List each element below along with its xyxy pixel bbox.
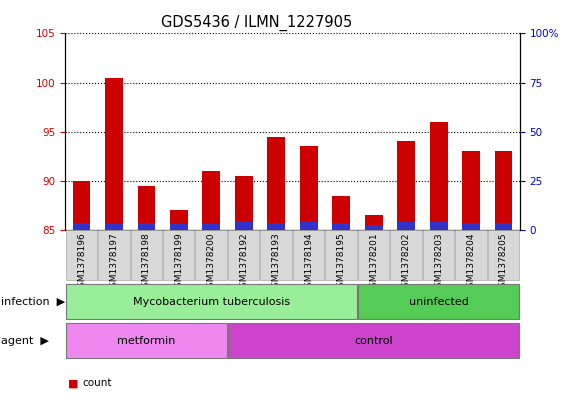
FancyBboxPatch shape [455,230,487,281]
Bar [73,181,90,230]
Bar [105,224,123,230]
FancyBboxPatch shape [260,230,292,281]
Text: GSM1378204: GSM1378204 [466,232,475,293]
Bar [397,222,415,230]
Text: GSM1378196: GSM1378196 [77,232,86,293]
Text: GSM1378194: GSM1378194 [304,232,313,293]
Text: uninfected: uninfected [408,297,469,307]
Bar [137,223,156,230]
Bar [105,77,123,230]
Bar [462,223,480,230]
Bar [202,171,220,230]
Bar [300,222,318,230]
Title: GDS5436 / ILMN_1227905: GDS5436 / ILMN_1227905 [161,15,352,31]
Text: GSM1378192: GSM1378192 [239,232,248,293]
FancyBboxPatch shape [163,230,194,281]
Text: GSM1378201: GSM1378201 [369,232,378,293]
Text: GSM1378193: GSM1378193 [272,232,281,293]
Text: GSM1378195: GSM1378195 [337,232,346,293]
FancyBboxPatch shape [228,230,260,281]
Text: control: control [354,336,393,346]
Bar [268,223,285,230]
Bar [332,223,350,230]
Bar [235,176,253,230]
Bar [495,223,512,230]
Bar [235,222,253,230]
FancyBboxPatch shape [195,230,227,281]
Bar [332,195,350,230]
Text: GSM1378203: GSM1378203 [434,232,443,293]
Text: Mycobacterium tuberculosis: Mycobacterium tuberculosis [133,297,290,307]
Bar [462,151,480,230]
FancyBboxPatch shape [358,284,519,319]
FancyBboxPatch shape [66,230,97,281]
Text: GSM1378200: GSM1378200 [207,232,216,293]
Text: GSM1378199: GSM1378199 [174,232,183,293]
FancyBboxPatch shape [423,230,454,281]
Bar [137,185,156,230]
FancyBboxPatch shape [487,230,519,281]
Bar [73,223,90,230]
Text: ■: ■ [68,378,78,388]
Bar [397,141,415,230]
Bar [429,222,448,230]
Text: count: count [82,378,112,388]
FancyBboxPatch shape [98,230,130,281]
FancyBboxPatch shape [131,230,162,281]
Text: agent  ▶: agent ▶ [1,336,49,346]
Text: GSM1378197: GSM1378197 [110,232,119,293]
Bar [202,224,220,230]
FancyBboxPatch shape [293,230,324,281]
Text: infection  ▶: infection ▶ [1,297,65,307]
Bar [300,146,318,230]
FancyBboxPatch shape [66,284,357,319]
FancyBboxPatch shape [228,323,519,358]
Bar [170,210,188,230]
Bar [365,215,383,230]
FancyBboxPatch shape [390,230,421,281]
Text: GSM1378198: GSM1378198 [142,232,151,293]
Bar [268,136,285,230]
Text: metformin: metformin [117,336,176,346]
Bar [365,225,383,230]
FancyBboxPatch shape [325,230,357,281]
Bar [429,122,448,230]
FancyBboxPatch shape [66,323,227,358]
FancyBboxPatch shape [358,230,389,281]
Bar [170,224,188,230]
Text: GSM1378205: GSM1378205 [499,232,508,293]
Text: GSM1378202: GSM1378202 [402,232,411,293]
Bar [495,151,512,230]
